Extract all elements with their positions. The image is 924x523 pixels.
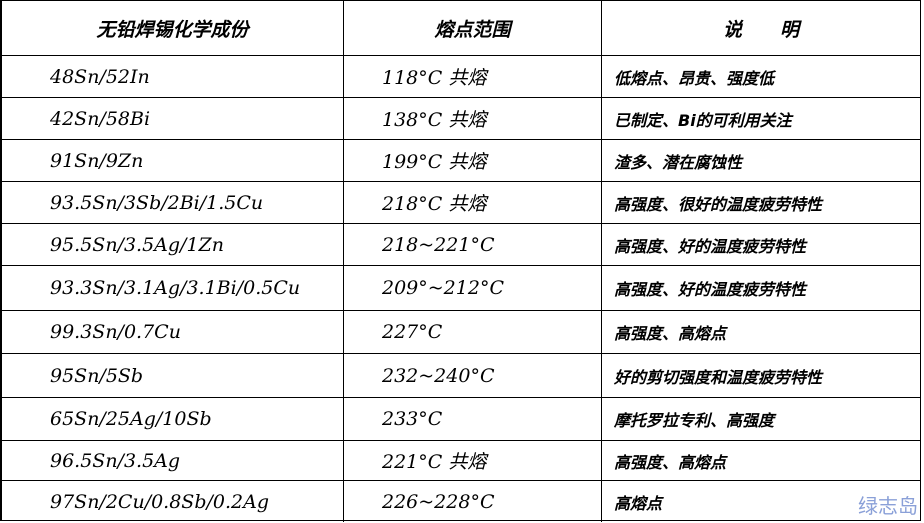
cell-melting: 221°C 共熔 bbox=[344, 441, 602, 480]
cell-melting: 227°C bbox=[344, 311, 602, 353]
cell-description: 渣多、潜在腐蚀性 bbox=[614, 152, 743, 172]
table-row: 99.3Sn/0.7Cu 227°C 高强度、高熔点 bbox=[2, 311, 920, 354]
cell-description: 好的剪切强度和温度疲劳特性 bbox=[614, 367, 823, 387]
table-header: 无铅焊锡化学成份 熔点范围 说 明 bbox=[2, 1, 920, 56]
cell-melting: 226~228°C bbox=[344, 481, 602, 522]
table-row: 93.3Sn/3.1Ag/3.1Bi/0.5Cu 209°~212°C 高强度、好的… bbox=[2, 266, 920, 311]
cell-description: 高强度、高熔点 bbox=[614, 324, 727, 343]
header-composition: 无铅焊锡化学成份 bbox=[2, 1, 344, 55]
cell-composition: 95Sn/5Sb bbox=[2, 354, 344, 397]
cell-description: 高强度、好的温度疲劳特性 bbox=[614, 236, 807, 256]
cell-composition: 99.3Sn/0.7Cu bbox=[2, 311, 344, 353]
cell-melting: 232~240°C bbox=[344, 354, 602, 397]
header-description: 说 明 bbox=[722, 18, 799, 41]
table-row: 96.5Sn/3.5Ag 221°C 共熔 高强度、高熔点 bbox=[2, 441, 920, 481]
cell-composition: 42Sn/58Bi bbox=[2, 98, 344, 139]
cell-description: 高强度、高熔点 bbox=[614, 452, 727, 472]
cell-melting: 138°C 共熔 bbox=[344, 98, 602, 139]
table-row: 93.5Sn/3Sb/2Bi/1.5Cu 218°C 共熔 高强度、很好的温度疲劳特… bbox=[2, 182, 920, 224]
table-row: 91Sn/9Zn 199°C 共熔 渣多、潜在腐蚀性 bbox=[2, 140, 920, 182]
cell-description: 低熔点、昂贵、强度低 bbox=[614, 68, 775, 88]
cell-composition: 93.3Sn/3.1Ag/3.1Bi/0.5Cu bbox=[2, 266, 344, 310]
table-row: 97Sn/2Cu/0.8Sb/0.2Ag 226~228°C 高熔点 bbox=[2, 481, 920, 522]
cell-description: 高熔点 bbox=[614, 493, 663, 513]
cell-composition: 96.5Sn/3.5Ag bbox=[2, 441, 344, 480]
cell-description: 摩托罗拉专利、高强度 bbox=[614, 411, 775, 430]
cell-description: 高强度、很好的温度疲劳特性 bbox=[614, 194, 823, 214]
table-row: 95Sn/5Sb 232~240°C 好的剪切强度和温度疲劳特性 bbox=[2, 354, 920, 398]
cell-melting: 218~221°C bbox=[344, 224, 602, 265]
table-row: 95.5Sn/3.5Ag/1Zn 218~221°C 高强度、好的温度疲劳特性 bbox=[2, 224, 920, 266]
cell-melting: 218°C 共熔 bbox=[344, 182, 602, 223]
cell-composition: 93.5Sn/3Sb/2Bi/1.5Cu bbox=[2, 182, 344, 223]
watermark: 绿志岛 bbox=[858, 494, 918, 518]
table-row: 65Sn/25Ag/10Sb 233°C 摩托罗拉专利、高强度 bbox=[2, 398, 920, 441]
cell-description: 已制定、Bi的可利用关注 bbox=[614, 110, 792, 130]
cell-composition: 48Sn/52In bbox=[2, 56, 344, 97]
header-melting: 熔点范围 bbox=[344, 1, 602, 55]
cell-composition: 97Sn/2Cu/0.8Sb/0.2Ag bbox=[2, 481, 344, 522]
table-row: 42Sn/58Bi 138°C 共熔 已制定、Bi的可利用关注 bbox=[2, 98, 920, 140]
cell-composition: 65Sn/25Ag/10Sb bbox=[2, 398, 344, 440]
cell-description: 高强度、好的温度疲劳特性 bbox=[614, 280, 807, 299]
cell-melting: 199°C 共熔 bbox=[344, 140, 602, 181]
cell-composition: 95.5Sn/3.5Ag/1Zn bbox=[2, 224, 344, 265]
cell-melting: 118°C 共熔 bbox=[344, 56, 602, 97]
cell-composition: 91Sn/9Zn bbox=[2, 140, 344, 181]
table-row: 48Sn/52In 118°C 共熔 低熔点、昂贵、强度低 bbox=[2, 56, 920, 98]
cell-melting: 209°~212°C bbox=[344, 266, 602, 310]
cell-melting: 233°C bbox=[344, 398, 602, 440]
